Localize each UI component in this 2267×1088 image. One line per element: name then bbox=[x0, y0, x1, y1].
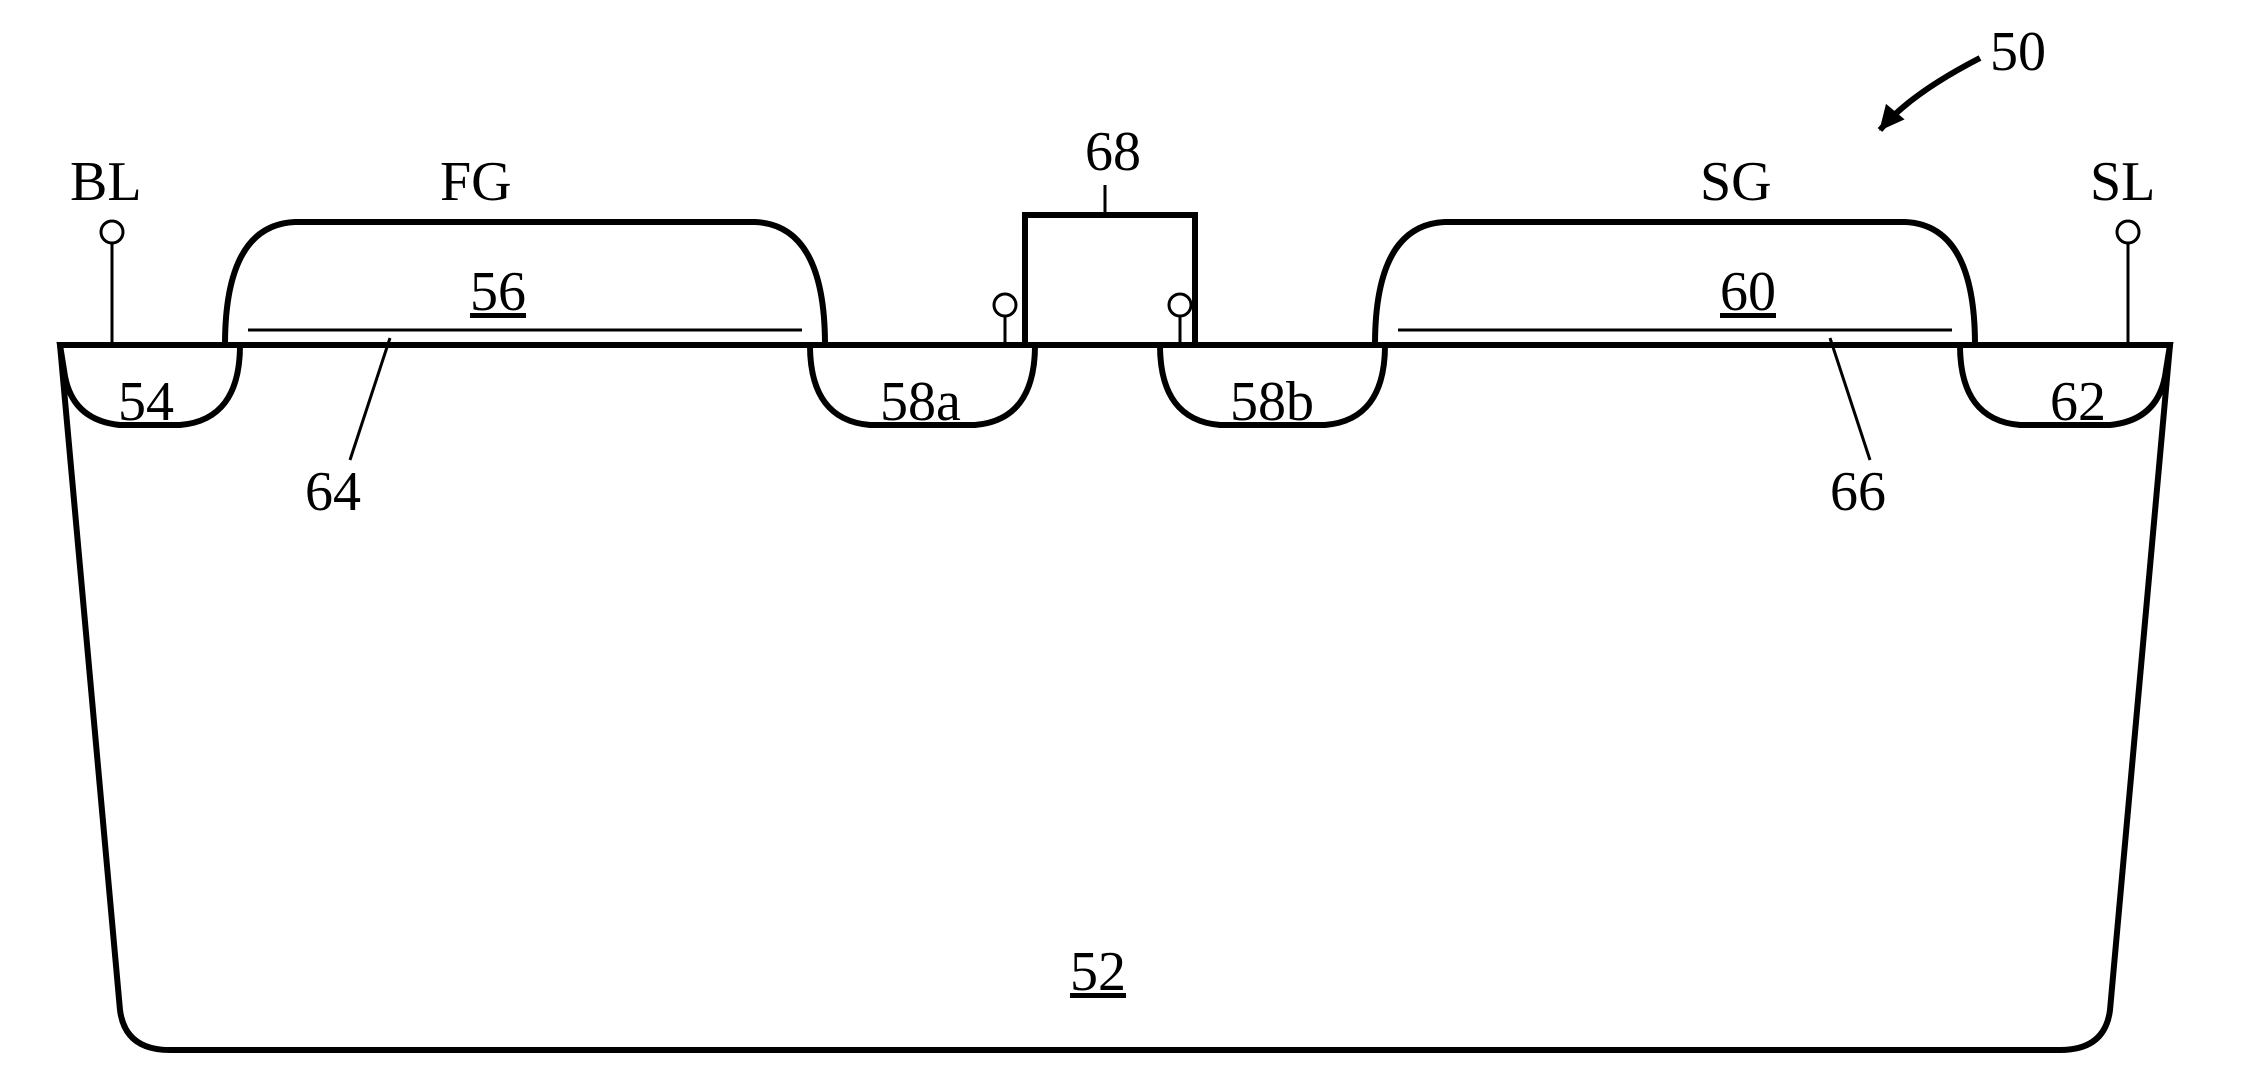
FG-label: FG bbox=[440, 150, 512, 214]
FG-gate-oxide-ref: 64 bbox=[305, 460, 361, 524]
SG-gate-ref: 60 bbox=[1720, 260, 1776, 324]
region-54-ref: 54 bbox=[118, 370, 174, 434]
region-58a-ref: 58a bbox=[880, 370, 961, 434]
SG-label: SG bbox=[1700, 150, 1772, 214]
figure-ref: 50 bbox=[1990, 20, 2046, 84]
SG-gate-oxide-ref: 66 bbox=[1830, 460, 1886, 524]
FG-gate-ref: 56 bbox=[470, 260, 526, 324]
diagram-canvas: 52 54 58a 58b 62 56 64 60 66 FG SG BL SL 68 50 bbox=[0, 0, 2267, 1088]
SL-label: SL bbox=[2090, 150, 2155, 214]
BL-label: BL bbox=[70, 150, 142, 214]
region-58b-ref: 58b bbox=[1230, 370, 1314, 434]
capacitor-ref: 68 bbox=[1085, 120, 1141, 184]
region-62-ref: 62 bbox=[2050, 370, 2106, 434]
substrate-ref: 52 bbox=[1070, 940, 1126, 1004]
